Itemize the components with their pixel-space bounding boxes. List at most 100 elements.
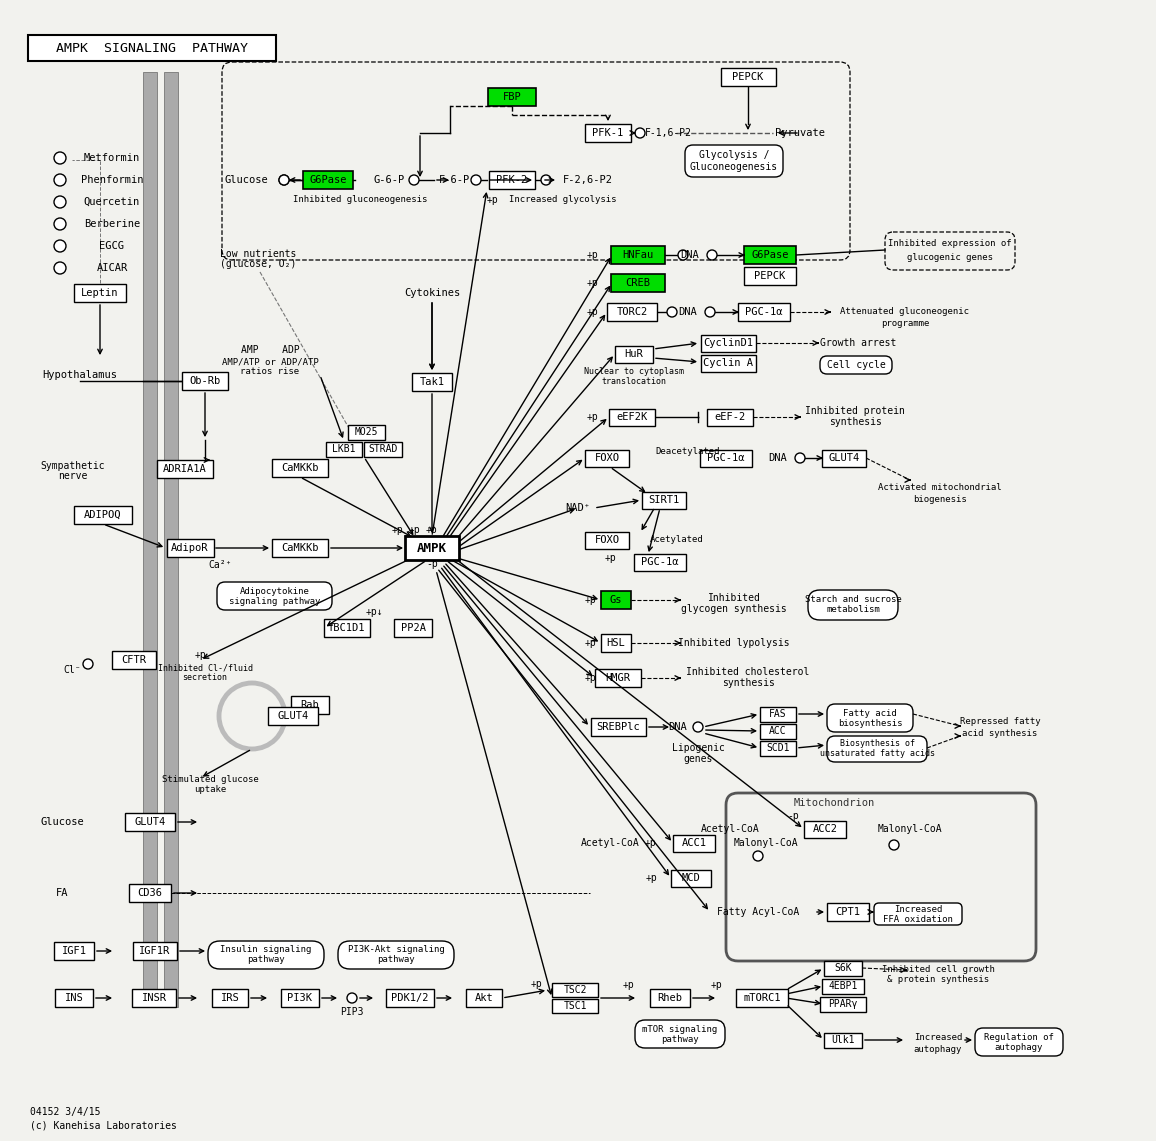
Text: +p: +p [586, 278, 598, 288]
Circle shape [705, 307, 716, 317]
Text: SREBPlc: SREBPlc [596, 722, 640, 733]
Text: +p: +p [194, 650, 206, 659]
Text: Biosynthesis of: Biosynthesis of [839, 739, 914, 748]
Text: Insulin signaling: Insulin signaling [221, 946, 312, 955]
Circle shape [54, 152, 66, 164]
Text: Fatty acid: Fatty acid [843, 709, 897, 718]
Circle shape [347, 993, 357, 1003]
Bar [133, 942, 177, 960]
Circle shape [54, 196, 66, 208]
Bar [670, 869, 711, 887]
Bar [822, 979, 864, 994]
Bar [642, 492, 686, 509]
Circle shape [409, 175, 418, 185]
Text: PP2A: PP2A [400, 623, 425, 633]
Text: Tak1: Tak1 [420, 377, 445, 387]
Circle shape [279, 175, 289, 185]
Bar [143, 72, 157, 1008]
Bar [553, 984, 598, 997]
Text: AMPK  SIGNALING  PATHWAY: AMPK SIGNALING PATHWAY [55, 41, 249, 55]
Text: PGC-1α: PGC-1α [707, 453, 744, 463]
FancyBboxPatch shape [686, 145, 783, 177]
Text: +p: +p [487, 195, 498, 205]
Text: Glucose: Glucose [224, 175, 268, 185]
Bar [268, 707, 318, 725]
Text: pathway: pathway [661, 1036, 699, 1044]
Text: LKB1: LKB1 [332, 444, 356, 454]
Text: ADIPOQ: ADIPOQ [84, 510, 121, 520]
Text: Increased glycolysis: Increased glycolysis [510, 195, 617, 204]
Text: synthesis: synthesis [829, 416, 881, 427]
Bar [54, 942, 94, 960]
Text: +p: +p [531, 979, 542, 989]
Text: HNFau: HNFau [622, 250, 653, 260]
Text: Malonyl-CoA: Malonyl-CoA [877, 824, 942, 834]
Bar [759, 741, 796, 755]
Circle shape [83, 659, 92, 669]
Bar [822, 450, 866, 467]
Text: CaMKKb: CaMKKb [281, 543, 319, 553]
Text: MO25: MO25 [354, 427, 378, 437]
Text: Acetyl-CoA: Acetyl-CoA [701, 824, 759, 834]
Text: biosynthesis: biosynthesis [838, 720, 902, 728]
Text: Adipocytokine: Adipocytokine [240, 586, 310, 596]
Text: ADRIA1A: ADRIA1A [163, 464, 207, 474]
Circle shape [54, 173, 66, 186]
Text: Berberine: Berberine [84, 219, 140, 229]
Text: IGF1R: IGF1R [140, 946, 171, 956]
Text: G6Pase: G6Pase [751, 250, 788, 260]
Text: +p: +p [586, 307, 598, 317]
FancyBboxPatch shape [635, 1020, 725, 1047]
Bar [673, 834, 716, 851]
Text: 04152 3/4/15: 04152 3/4/15 [30, 1107, 101, 1117]
Bar [125, 814, 175, 831]
Text: Cl⁻: Cl⁻ [64, 665, 81, 675]
Text: AMP/ATP or ADP/ATP: AMP/ATP or ADP/ATP [222, 357, 318, 366]
Text: Inhibited expression of: Inhibited expression of [888, 240, 1012, 249]
Text: Lipogenic: Lipogenic [672, 743, 725, 753]
Text: TSC1: TSC1 [563, 1001, 587, 1011]
Circle shape [54, 240, 66, 252]
Text: GLUT4: GLUT4 [829, 453, 860, 463]
Bar [132, 989, 176, 1008]
Text: Malonyl-CoA: Malonyl-CoA [734, 837, 799, 848]
Text: secretion: secretion [183, 673, 228, 682]
Text: Phenformin: Phenformin [81, 175, 143, 185]
Text: FOXO: FOXO [594, 535, 620, 545]
Text: GLUT4: GLUT4 [134, 817, 165, 827]
FancyBboxPatch shape [827, 704, 913, 733]
Text: -p: -p [787, 811, 799, 822]
Bar [595, 669, 640, 687]
Text: HSL: HSL [607, 638, 625, 648]
Text: DNA: DNA [668, 722, 688, 733]
Bar [291, 696, 329, 714]
Text: synthesis: synthesis [721, 678, 775, 688]
Text: PI3K-Akt signaling: PI3K-Akt signaling [348, 946, 444, 955]
Bar [364, 442, 402, 456]
Text: +p: +p [586, 250, 598, 260]
Text: Pyruvate: Pyruvate [775, 128, 825, 138]
Text: +p: +p [391, 525, 403, 535]
Text: FA: FA [55, 888, 68, 898]
Bar [744, 267, 796, 285]
Text: PDK1/2: PDK1/2 [391, 993, 429, 1003]
Text: PEPCK: PEPCK [755, 272, 786, 281]
Text: +p: +p [584, 638, 595, 648]
Text: FAS: FAS [769, 709, 787, 719]
Circle shape [54, 218, 66, 230]
Text: G-6-P: G-6-P [373, 175, 405, 185]
Text: Inhibited protein: Inhibited protein [805, 406, 905, 416]
Text: Cell cycle: Cell cycle [827, 361, 885, 370]
Bar [736, 989, 788, 1008]
Bar [412, 373, 452, 391]
Text: CD36: CD36 [138, 888, 163, 898]
Bar [466, 989, 502, 1008]
Text: STRAD: STRAD [369, 444, 398, 454]
Text: Inhibited cholesterol: Inhibited cholesterol [687, 667, 809, 677]
Text: pathway: pathway [247, 955, 284, 964]
Text: (glucose, O₂): (glucose, O₂) [220, 259, 296, 269]
Text: eEF-2: eEF-2 [714, 412, 746, 422]
Text: Glucose: Glucose [40, 817, 84, 827]
Bar [759, 706, 796, 721]
Text: PPARγ: PPARγ [829, 1000, 858, 1009]
